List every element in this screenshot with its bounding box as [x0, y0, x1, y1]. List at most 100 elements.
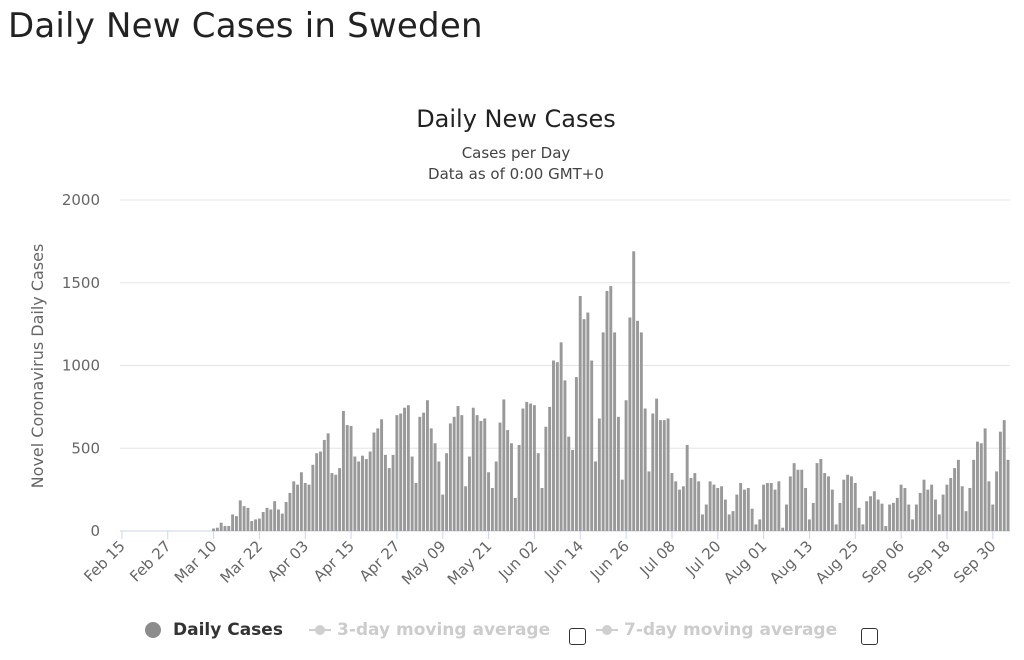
- bar[interactable]: [976, 441, 979, 531]
- bar[interactable]: [723, 499, 727, 531]
- bar[interactable]: [464, 486, 468, 531]
- bar[interactable]: [510, 443, 513, 531]
- bar[interactable]: [693, 473, 697, 531]
- bar[interactable]: [926, 489, 930, 532]
- bar[interactable]: [960, 486, 964, 531]
- bar[interactable]: [498, 422, 502, 531]
- bar[interactable]: [1002, 420, 1006, 531]
- bar[interactable]: [880, 503, 884, 531]
- bar[interactable]: [861, 524, 865, 531]
- bar[interactable]: [708, 481, 712, 531]
- bar[interactable]: [483, 418, 487, 531]
- bar[interactable]: [513, 497, 517, 531]
- bar[interactable]: [479, 420, 483, 531]
- bar[interactable]: [425, 400, 429, 531]
- bar[interactable]: [437, 461, 441, 531]
- bar[interactable]: [907, 504, 911, 531]
- bar[interactable]: [788, 476, 792, 531]
- legend-item-3-day-average[interactable]: 3-day moving average: [309, 620, 550, 640]
- bar[interactable]: [849, 476, 853, 531]
- bar[interactable]: [597, 418, 601, 531]
- bar[interactable]: [219, 522, 223, 531]
- bar[interactable]: [628, 317, 632, 532]
- bar[interactable]: [639, 332, 643, 531]
- bar[interactable]: [475, 415, 479, 531]
- bar[interactable]: [746, 487, 750, 531]
- bar[interactable]: [471, 407, 475, 531]
- bar[interactable]: [261, 511, 265, 531]
- bar[interactable]: [414, 483, 418, 531]
- bar[interactable]: [655, 398, 659, 531]
- legend-item-7-day-average[interactable]: 7-day moving average: [596, 620, 837, 640]
- bar[interactable]: [353, 456, 357, 531]
- bar[interactable]: [292, 481, 296, 531]
- bar[interactable]: [540, 487, 544, 531]
- bar[interactable]: [536, 453, 540, 531]
- bar[interactable]: [506, 430, 510, 531]
- bar[interactable]: [418, 416, 422, 531]
- bar[interactable]: [383, 454, 387, 531]
- bar[interactable]: [284, 502, 288, 531]
- bar[interactable]: [532, 405, 536, 531]
- bar[interactable]: [636, 320, 639, 531]
- bar[interactable]: [945, 484, 949, 531]
- bar[interactable]: [735, 494, 739, 531]
- bar[interactable]: [395, 415, 399, 531]
- bar[interactable]: [834, 524, 838, 531]
- bar[interactable]: [953, 468, 957, 531]
- bar[interactable]: [991, 504, 995, 531]
- bar[interactable]: [231, 514, 235, 531]
- bar[interactable]: [433, 443, 437, 531]
- bar[interactable]: [689, 478, 693, 531]
- bar[interactable]: [273, 501, 277, 531]
- bar[interactable]: [544, 426, 548, 531]
- bar[interactable]: [872, 491, 876, 531]
- bar[interactable]: [212, 528, 215, 531]
- bar[interactable]: [410, 456, 414, 531]
- bar[interactable]: [895, 497, 899, 531]
- bar[interactable]: [372, 432, 376, 531]
- bar[interactable]: [227, 526, 231, 531]
- bar[interactable]: [949, 478, 953, 531]
- bar[interactable]: [315, 453, 319, 531]
- bar[interactable]: [406, 405, 410, 531]
- bar[interactable]: [571, 449, 575, 531]
- bar[interactable]: [460, 415, 464, 531]
- bar[interactable]: [387, 468, 391, 531]
- bar[interactable]: [613, 332, 617, 531]
- bar[interactable]: [979, 443, 983, 531]
- bar[interactable]: [624, 400, 628, 531]
- bar[interactable]: [307, 484, 311, 531]
- checkbox-3-day-average[interactable]: [569, 628, 586, 645]
- bar[interactable]: [391, 454, 395, 531]
- bar[interactable]: [647, 471, 651, 531]
- bar[interactable]: [712, 484, 716, 531]
- bar[interactable]: [701, 514, 704, 531]
- bar[interactable]: [964, 511, 968, 531]
- bar[interactable]: [288, 492, 292, 531]
- bar[interactable]: [319, 451, 322, 531]
- bar[interactable]: [605, 291, 609, 531]
- bar[interactable]: [773, 489, 777, 532]
- bar[interactable]: [899, 484, 903, 531]
- bar[interactable]: [716, 487, 720, 531]
- bar[interactable]: [865, 501, 869, 531]
- bar[interactable]: [257, 518, 261, 531]
- bar[interactable]: [468, 456, 471, 531]
- bar[interactable]: [521, 408, 525, 531]
- bar[interactable]: [827, 476, 830, 531]
- bar[interactable]: [525, 401, 529, 531]
- bar[interactable]: [380, 419, 384, 531]
- bar[interactable]: [265, 507, 269, 531]
- bar[interactable]: [341, 411, 345, 531]
- bar[interactable]: [242, 506, 246, 531]
- bar[interactable]: [922, 479, 926, 531]
- bar[interactable]: [674, 481, 678, 531]
- bar[interactable]: [720, 486, 724, 531]
- bar[interactable]: [869, 496, 872, 531]
- bar[interactable]: [338, 468, 342, 531]
- bar[interactable]: [399, 413, 403, 532]
- bar[interactable]: [750, 508, 754, 531]
- bar[interactable]: [594, 461, 597, 531]
- bar[interactable]: [529, 403, 533, 531]
